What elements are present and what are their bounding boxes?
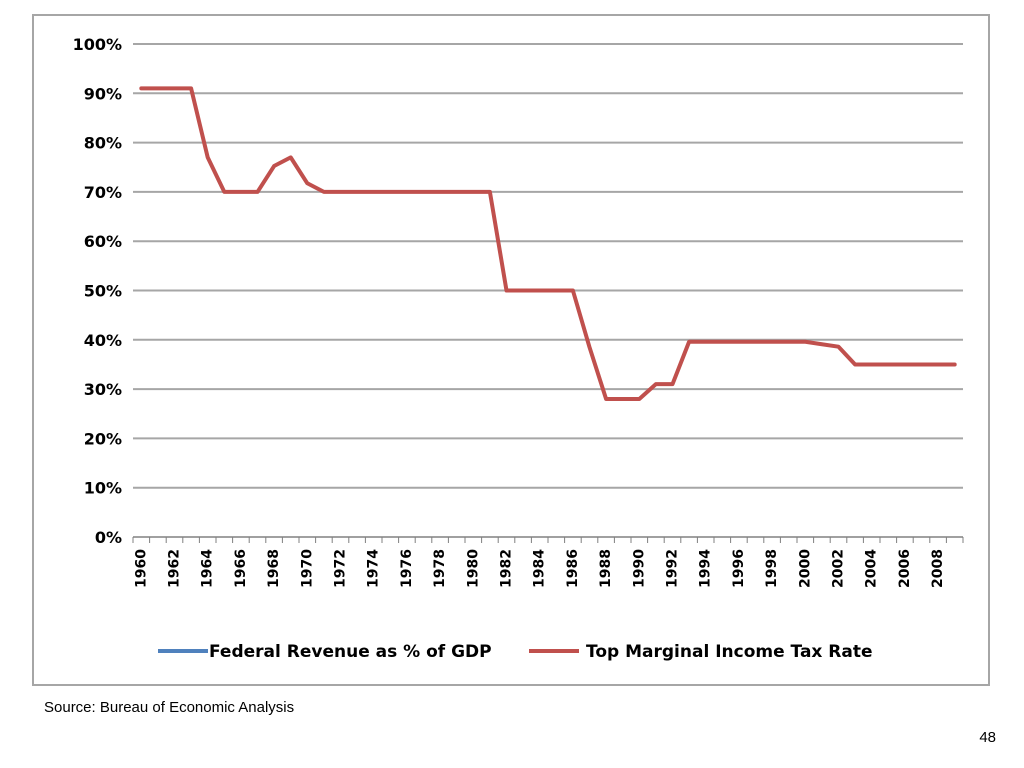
x-tick-label: 1964 <box>200 549 216 588</box>
y-tick-label: 0% <box>95 528 122 547</box>
legend-label: Top Marginal Income Tax Rate <box>586 642 873 662</box>
y-tick-label: 100% <box>73 35 122 54</box>
x-tick-label: 1966 <box>233 549 249 588</box>
y-tick-label: 40% <box>84 331 122 350</box>
x-tick-label: 1978 <box>432 549 448 588</box>
x-tick-label: 1980 <box>465 549 481 588</box>
x-tick-label: 2004 <box>864 549 880 588</box>
page-number: 48 <box>979 729 996 746</box>
y-tick-label: 10% <box>84 479 122 498</box>
line-chart: 0% 10% 20% 30% 40% 50% 60% 70% 80% 90% 100% 1960 19… <box>73 35 964 662</box>
x-tick-label: 1990 <box>631 549 647 588</box>
y-tick-label: 90% <box>84 84 122 103</box>
x-tick-label: 1962 <box>167 549 183 588</box>
x-tick-label: 2000 <box>797 549 813 588</box>
y-tick-label: 30% <box>84 380 122 399</box>
x-tick-label: 2008 <box>930 549 946 588</box>
x-tick-label: 1960 <box>133 549 149 588</box>
x-tick-label: 1968 <box>266 549 282 588</box>
x-tick-label: 1994 <box>698 549 714 588</box>
x-tick-label: 1982 <box>499 549 515 588</box>
chart-frame: 0% 10% 20% 30% 40% 50% 60% 70% 80% 90% 100% 1960 19… <box>32 14 990 686</box>
y-tick-label: 20% <box>84 429 122 448</box>
x-tick-label: 2002 <box>831 549 847 588</box>
series-line-1 <box>139 86 957 401</box>
x-tick-label: 1992 <box>665 549 681 588</box>
y-tick-label: 80% <box>84 134 122 153</box>
legend-label: Federal Revenue as % of GDP <box>209 642 492 662</box>
x-tick-label: 1998 <box>764 549 780 588</box>
x-tick-label: 1974 <box>366 549 382 588</box>
x-tick-label: 1988 <box>598 549 614 588</box>
x-tick-label: 1976 <box>399 549 415 588</box>
x-tick-label: 2006 <box>897 549 913 588</box>
x-tick-label: 1996 <box>731 549 747 588</box>
x-tick-label: 1984 <box>532 549 548 588</box>
x-tick-label: 1970 <box>299 549 315 588</box>
y-tick-label: 50% <box>84 282 122 301</box>
source-note: Source: Bureau of Economic Analysis <box>44 699 295 716</box>
y-tick-label: 60% <box>84 232 122 251</box>
x-tick-label: 1986 <box>565 549 581 588</box>
y-tick-label: 70% <box>84 183 122 202</box>
x-tick-label: 1972 <box>333 549 349 588</box>
